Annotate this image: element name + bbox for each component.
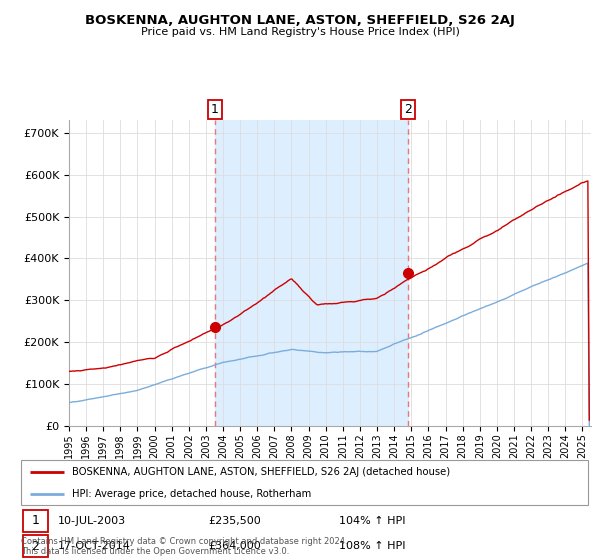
- Text: 10-JUL-2003: 10-JUL-2003: [58, 516, 126, 526]
- Bar: [23, 510, 48, 532]
- Text: BOSKENNA, AUGHTON LANE, ASTON, SHEFFIELD, S26 2AJ: BOSKENNA, AUGHTON LANE, ASTON, SHEFFIELD…: [85, 14, 515, 27]
- Text: Contains HM Land Registry data © Crown copyright and database right 2024.
This d: Contains HM Land Registry data © Crown c…: [21, 536, 347, 556]
- Text: £235,500: £235,500: [208, 516, 261, 526]
- Text: BOSKENNA, AUGHTON LANE, ASTON, SHEFFIELD, S26 2AJ (detached house): BOSKENNA, AUGHTON LANE, ASTON, SHEFFIELD…: [72, 466, 450, 477]
- Text: £364,000: £364,000: [208, 541, 261, 551]
- Text: 1: 1: [211, 103, 219, 116]
- Text: 2: 2: [32, 539, 40, 553]
- Text: 17-OCT-2014: 17-OCT-2014: [58, 541, 131, 551]
- Text: Price paid vs. HM Land Registry's House Price Index (HPI): Price paid vs. HM Land Registry's House …: [140, 27, 460, 37]
- Text: 1: 1: [32, 515, 40, 528]
- Bar: [23, 535, 48, 557]
- Text: 108% ↑ HPI: 108% ↑ HPI: [338, 541, 405, 551]
- Text: 2: 2: [404, 103, 412, 116]
- Text: HPI: Average price, detached house, Rotherham: HPI: Average price, detached house, Roth…: [72, 489, 311, 499]
- Bar: [215, 120, 408, 426]
- Text: 104% ↑ HPI: 104% ↑ HPI: [338, 516, 405, 526]
